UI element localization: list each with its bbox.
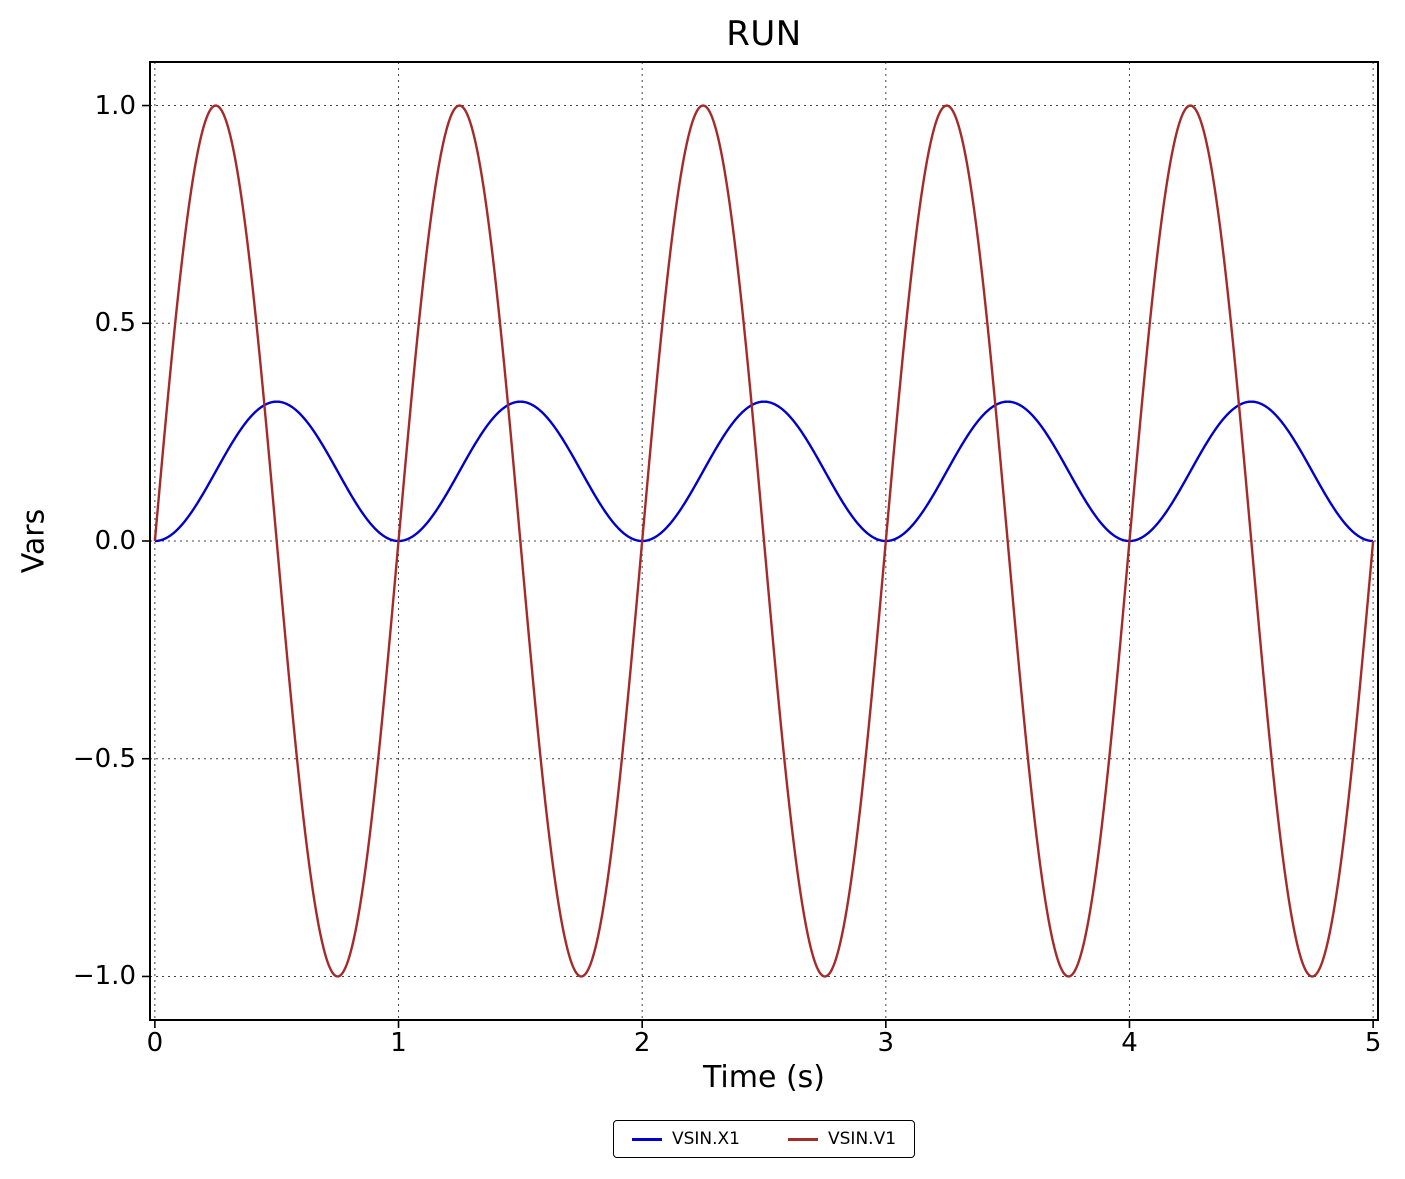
legend-item-vsin-v1: VSIN.V1 [788, 1129, 896, 1149]
series-line-vsin-v1 [153, 104, 1375, 978]
x-tick-label: 0 [146, 1028, 164, 1058]
legend-item-vsin-x1: VSIN.X1 [631, 1129, 741, 1149]
legend-container: VSIN.X1 VSIN.V1 [150, 1120, 1378, 1158]
series-line-vsin-x1 [154, 400, 1374, 543]
x-tick-label: 1 [390, 1028, 407, 1058]
y-tick-label: 0.0 [94, 526, 136, 556]
y-tick-label: 0.5 [94, 308, 136, 339]
y-tick-label: −1.0 [72, 961, 136, 992]
x-axis-label: Time (s) [703, 1060, 825, 1095]
legend-line-swatch-v1 [788, 1137, 819, 1141]
x-tick-label: 5 [1364, 1028, 1382, 1058]
x-tick-label: 4 [1121, 1028, 1138, 1058]
y-tick-label: −0.5 [72, 743, 136, 774]
y-axis-label: Vars [16, 508, 52, 574]
chart-title: RUN [726, 14, 802, 54]
legend-label-x1: VSIN.X1 [671, 1129, 741, 1149]
x-tick-label: 3 [877, 1028, 895, 1058]
y-tick-label: 1.0 [94, 90, 136, 121]
legend-line-swatch-x1 [631, 1137, 662, 1141]
legend: VSIN.X1 VSIN.V1 [612, 1120, 916, 1158]
legend-label-v1: VSIN.V1 [828, 1129, 897, 1149]
x-tick-label: 2 [633, 1028, 651, 1058]
plot-spines [149, 61, 1379, 1021]
